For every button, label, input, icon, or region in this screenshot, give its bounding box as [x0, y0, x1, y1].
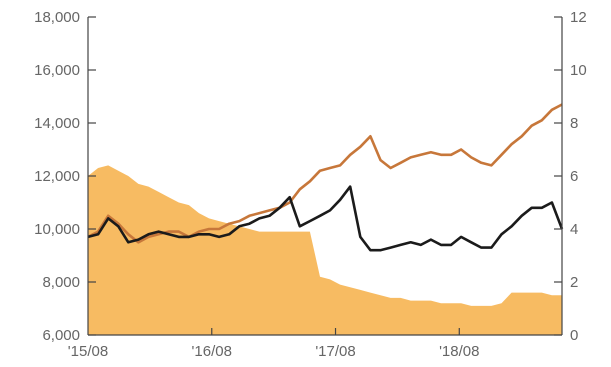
left-tick-label: 8,000 — [42, 274, 80, 291]
left-tick-label: 16,000 — [34, 62, 80, 79]
area-series-layer — [88, 165, 562, 335]
tick-label-layer: 6,000 8,000 10,000 12,000 14,000 16,000 18,000… — [34, 9, 587, 360]
line-series-layer — [87, 103, 564, 252]
left-tick-label: 6,000 — [42, 327, 80, 344]
left-tick-label: 12,000 — [34, 168, 80, 185]
x-tick-label: '18/08 — [439, 343, 479, 360]
left-tick-label: 18,000 — [34, 9, 80, 26]
left-tick-label: 10,000 — [34, 221, 80, 238]
x-tick-label: '15/08 — [68, 343, 108, 360]
x-tick-label: '17/08 — [315, 343, 355, 360]
left-tick-label: 14,000 — [34, 115, 80, 132]
area-series-0 — [88, 165, 562, 335]
right-tick-label: 12 — [570, 9, 587, 26]
line-series-1 — [87, 103, 563, 244]
x-tick-label: '16/08 — [192, 343, 232, 360]
right-tick-label: 10 — [570, 62, 587, 79]
line-series-2 — [87, 185, 564, 252]
right-tick-label: 2 — [570, 274, 578, 291]
right-tick-label: 6 — [570, 168, 578, 185]
tick-layer — [88, 16, 562, 336]
right-tick-label: 4 — [570, 221, 578, 238]
right-tick-label: 0 — [570, 327, 578, 344]
right-tick-label: 8 — [570, 115, 578, 132]
